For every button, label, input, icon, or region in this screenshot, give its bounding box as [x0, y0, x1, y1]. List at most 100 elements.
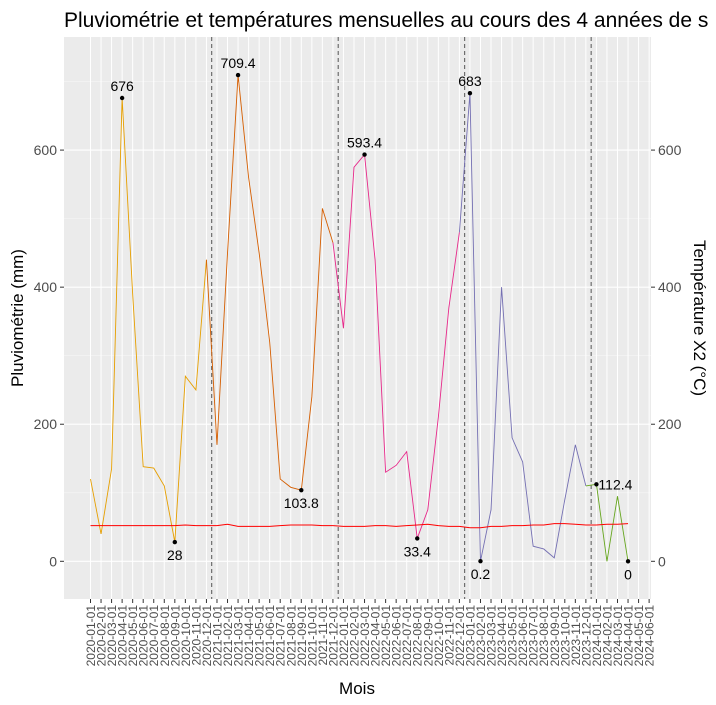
data-point [478, 558, 483, 564]
series-lines [90, 75, 629, 562]
data-label: 103.8 [284, 495, 319, 511]
x-tick-label: 2022-11-01 [442, 605, 456, 666]
year-separators [211, 37, 592, 599]
data-label: 33.4 [404, 543, 431, 559]
chart-title: Pluviométrie et températures mensuelles … [64, 9, 708, 32]
y2-tick-label: 0 [658, 553, 666, 569]
x-tick-label: 2021-12-01 [326, 605, 340, 667]
x-tick-label: 2020-05-01 [126, 605, 140, 667]
rainfall-line-5 [585, 483, 629, 562]
x-tick-label: 2020-12-01 [200, 605, 214, 667]
x-tick-label: 2022-08-01 [411, 605, 425, 667]
data-point [235, 72, 241, 78]
x-tick-label: 2020-04-01 [116, 605, 130, 667]
data-point [594, 482, 599, 487]
data-point [625, 559, 631, 564]
data-label: 0 [624, 566, 632, 582]
y2-tick-label: 200 [658, 416, 682, 432]
x-tick-label: 2022-09-01 [421, 605, 435, 667]
x-tick-label: 2024-05-01 [632, 605, 646, 667]
x-tick-label: 2020-11-01 [189, 605, 203, 666]
x-tick-label: 2021-09-01 [295, 605, 309, 667]
y2-tick-label: 600 [658, 142, 682, 158]
data-labels: 676 28 709.4 103.8 593.4 33.4 683 0.2 112.4 0 [110, 55, 632, 582]
y-tick-label: 200 [34, 416, 58, 432]
x-tick-label: 2021-07-01 [274, 605, 288, 667]
x-tick-label: 2024-04-01 [622, 605, 636, 667]
y-tick-label: 600 [34, 142, 58, 158]
x-tick-label: 2023-12-01 [579, 605, 593, 667]
rainfall-line-2 [205, 75, 334, 491]
plot-panel [64, 37, 651, 599]
x-tick-label: 2021-03-01 [232, 605, 246, 667]
data-point [415, 536, 420, 541]
x-tick-label: 2020-03-01 [105, 605, 119, 667]
x-tick-label: 2022-05-01 [379, 605, 393, 667]
data-point [467, 91, 473, 96]
x-tick-label: 2022-10-01 [432, 605, 446, 667]
x-tick-label: 2023-04-01 [495, 605, 509, 667]
x-tick-label: 2022-12-01 [453, 605, 467, 667]
rainfall-line-3 [332, 153, 460, 539]
x-tick-label: 2023-05-01 [506, 605, 520, 667]
x-tick-label: 2021-04-01 [242, 605, 256, 667]
x-tick-label: 2021-11-01 [316, 605, 330, 666]
x-tick-label: 2024-01-01 [590, 605, 604, 667]
y2-axis: 0 200 400 600 [651, 142, 682, 569]
x-tick-label: 2021-10-01 [305, 605, 319, 667]
x-tick-label: 2020-01-01 [84, 605, 98, 667]
y-axis-title: Pluviométrie (mm) [8, 249, 27, 387]
y2-tick-label: 400 [658, 279, 682, 295]
major-grid [64, 37, 651, 599]
y-tick-label: 0 [49, 553, 57, 569]
x-tick-label: 2023-07-01 [527, 605, 541, 667]
x-tick-label: 2023-09-01 [548, 605, 562, 667]
data-point [362, 152, 367, 157]
x-tick-label: 2023-02-01 [474, 605, 488, 667]
x-tick-label: 2022-04-01 [369, 605, 383, 667]
data-label: 112.4 [598, 476, 632, 492]
data-label: 676 [110, 78, 134, 94]
x-tick-label: 2023-11-01 [569, 605, 583, 666]
x-tick-label: 2021-01-01 [210, 605, 224, 667]
x-tick-label: 2020-06-01 [137, 605, 151, 667]
x-tick-label: 2024-02-01 [600, 605, 614, 667]
x-tick-label: 2022-07-01 [400, 605, 414, 667]
x-tick-label: 2022-01-01 [337, 605, 351, 667]
x-tick-label: 2024-06-01 [643, 605, 657, 667]
data-point [172, 539, 178, 545]
data-label: 709.4 [221, 55, 256, 71]
x-tick-label: 2020-07-01 [147, 605, 161, 667]
x-tick-label: 2020-02-01 [95, 605, 109, 667]
x-tick-label: 2022-03-01 [358, 605, 372, 667]
x-tick-label: 2022-06-01 [390, 605, 404, 667]
x-tick-label: 2023-03-01 [485, 605, 499, 667]
x-tick-label: 2024-03-01 [611, 605, 625, 667]
data-label: 28 [167, 547, 183, 563]
x-tick-label: 2022-02-01 [348, 605, 362, 667]
y-tick-label: 400 [34, 279, 58, 295]
y-axis: 0 200 400 600 [34, 142, 64, 569]
x-tick-label: 2023-10-01 [558, 605, 572, 667]
x-tick-label: 2021-02-01 [221, 605, 235, 667]
data-label: 0.2 [471, 566, 491, 582]
data-point [119, 95, 125, 101]
x-tick-label: 2020-09-01 [168, 605, 182, 667]
x-tick-label: 2023-01-01 [463, 605, 477, 667]
x-tick-label: 2020-10-01 [179, 605, 193, 667]
temperature-line [90, 523, 629, 529]
x-tick-label: 2020-08-01 [158, 605, 172, 667]
minor-grid [64, 81, 651, 494]
x-tick-label: 2021-06-01 [263, 605, 277, 667]
data-label: 683 [458, 73, 482, 89]
x-axis-title: Mois [339, 679, 375, 698]
x-tick-label: 2021-08-01 [284, 605, 298, 667]
x-tick-label: 2023-06-01 [516, 605, 530, 667]
x-tick-label: 2021-05-01 [253, 605, 267, 667]
data-point [299, 487, 304, 493]
y2-axis-title: Température X2 (°C) [690, 240, 709, 396]
rainfall-line-1 [90, 97, 207, 543]
data-points [119, 72, 631, 564]
data-label: 593.4 [347, 135, 382, 151]
